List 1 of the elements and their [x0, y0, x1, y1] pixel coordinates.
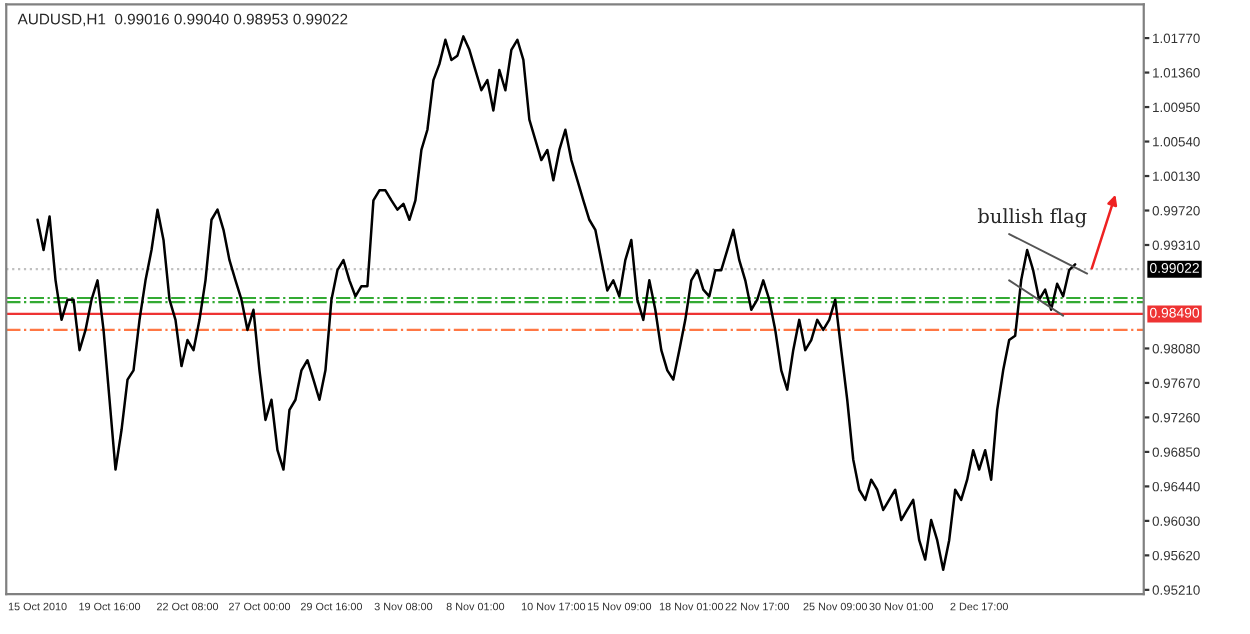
annotation: bullish flag	[977, 208, 1087, 228]
